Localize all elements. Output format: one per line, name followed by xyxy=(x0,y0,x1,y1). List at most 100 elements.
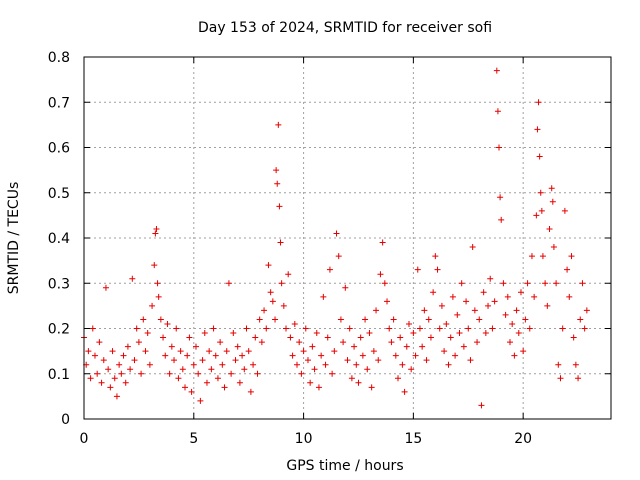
data-point xyxy=(432,253,439,260)
data-point xyxy=(210,325,217,332)
data-point xyxy=(443,320,450,327)
data-point xyxy=(153,225,160,232)
data-point xyxy=(164,320,171,327)
data-point xyxy=(261,307,268,314)
data-point xyxy=(572,361,579,368)
data-point xyxy=(252,334,259,341)
data-point xyxy=(298,370,305,377)
data-point xyxy=(131,357,138,364)
data-point xyxy=(460,343,467,350)
data-point xyxy=(465,325,472,332)
axis-ticks xyxy=(83,56,611,420)
data-point xyxy=(340,339,347,346)
data-point xyxy=(388,339,395,346)
data-point xyxy=(496,144,503,151)
data-point xyxy=(96,339,103,346)
data-point xyxy=(497,194,504,201)
y-tick-label: 0.4 xyxy=(48,231,70,247)
data-point xyxy=(318,352,325,359)
data-point xyxy=(89,325,96,332)
data-point xyxy=(307,379,314,386)
data-point xyxy=(370,348,377,355)
data-point xyxy=(478,402,485,409)
data-point xyxy=(239,352,246,359)
data-point xyxy=(212,352,219,359)
data-point xyxy=(177,348,184,355)
data-point xyxy=(384,298,391,305)
data-point xyxy=(344,357,351,364)
data-point xyxy=(152,230,159,237)
data-point xyxy=(276,203,283,210)
data-point xyxy=(410,330,417,337)
data-point xyxy=(254,370,261,377)
x-tick-label: 5 xyxy=(189,431,198,447)
data-point xyxy=(441,348,448,355)
data-point xyxy=(381,280,388,287)
data-point xyxy=(280,302,287,309)
data-point xyxy=(348,375,355,382)
data-point xyxy=(557,375,564,382)
data-point xyxy=(133,325,140,332)
data-point xyxy=(182,384,189,391)
data-point xyxy=(456,330,463,337)
data-point xyxy=(513,307,520,314)
data-point xyxy=(401,388,408,395)
data-point xyxy=(526,325,533,332)
data-point xyxy=(127,366,134,373)
data-point xyxy=(116,361,123,368)
data-point xyxy=(151,262,158,269)
data-point xyxy=(362,316,369,323)
data-point xyxy=(379,239,386,246)
data-point xyxy=(390,316,397,323)
data-point xyxy=(236,379,243,386)
data-point xyxy=(351,343,358,350)
data-point xyxy=(500,280,507,287)
data-point xyxy=(335,253,342,260)
data-point xyxy=(542,280,549,287)
data-point xyxy=(122,379,129,386)
x-tick-label: 0 xyxy=(80,431,89,447)
data-point xyxy=(534,126,541,133)
data-point xyxy=(160,334,167,341)
data-point xyxy=(333,230,340,237)
data-point xyxy=(94,370,101,377)
data-points xyxy=(81,67,590,409)
y-tick-label: 0.2 xyxy=(48,322,70,338)
data-point xyxy=(538,207,545,214)
data-point xyxy=(91,352,98,359)
data-point xyxy=(293,361,300,368)
data-point xyxy=(322,361,329,368)
data-point xyxy=(517,289,524,296)
data-point xyxy=(515,330,522,337)
data-point xyxy=(291,320,298,327)
data-point xyxy=(581,325,588,332)
data-point xyxy=(188,388,195,395)
data-point xyxy=(366,330,373,337)
data-point xyxy=(329,370,336,377)
data-point xyxy=(533,212,540,219)
data-point xyxy=(566,293,573,300)
data-point xyxy=(140,316,147,323)
y-tick-label: 0.6 xyxy=(48,141,70,157)
x-axis-label: GPS time / hours xyxy=(286,458,403,474)
data-point xyxy=(452,352,459,359)
data-point xyxy=(386,325,393,332)
data-point xyxy=(583,307,590,314)
data-point xyxy=(157,316,164,323)
data-point xyxy=(423,357,430,364)
data-point xyxy=(138,370,145,377)
data-point xyxy=(275,121,282,128)
data-point xyxy=(129,275,136,282)
data-point xyxy=(355,379,362,386)
data-point xyxy=(524,280,531,287)
y-tick-label: 0 xyxy=(61,412,70,428)
data-point xyxy=(190,361,197,368)
data-point xyxy=(149,302,156,309)
data-point xyxy=(414,266,421,273)
grid-lines xyxy=(84,57,611,419)
data-point xyxy=(564,266,571,273)
data-point xyxy=(234,343,241,350)
data-point xyxy=(539,253,546,260)
data-point xyxy=(142,348,149,355)
